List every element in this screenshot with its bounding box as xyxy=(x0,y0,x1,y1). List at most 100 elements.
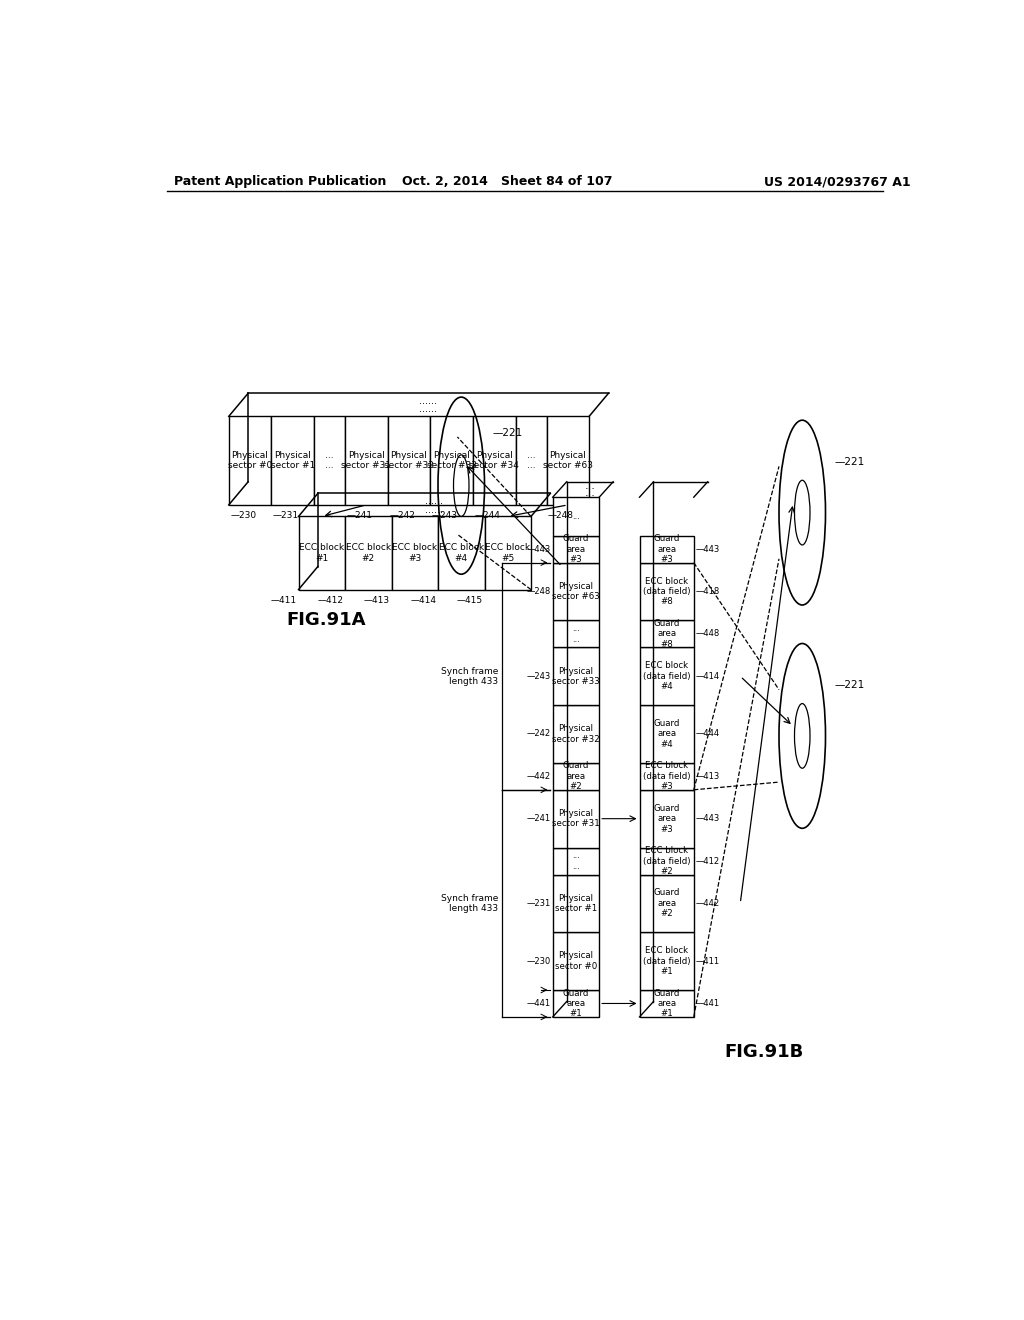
Bar xyxy=(640,536,693,562)
Text: —248: —248 xyxy=(526,587,550,597)
Text: Physical
sector #32: Physical sector #32 xyxy=(384,451,434,470)
Bar xyxy=(640,620,693,647)
Text: ECC block
#4: ECC block #4 xyxy=(438,544,483,562)
Text: Physical
sector #32: Physical sector #32 xyxy=(552,725,600,743)
Text: ...
...: ... ... xyxy=(326,451,334,470)
Text: —412: —412 xyxy=(317,595,343,605)
Bar xyxy=(640,705,693,763)
Text: —411: —411 xyxy=(270,595,297,605)
Bar xyxy=(553,705,599,763)
Bar xyxy=(388,416,430,506)
Text: Guard
area
#4: Guard area #4 xyxy=(653,719,680,748)
Bar xyxy=(345,516,391,590)
Bar xyxy=(438,516,484,590)
Text: ECC block
(data field)
#4: ECC block (data field) #4 xyxy=(643,661,690,692)
Bar xyxy=(640,647,693,705)
Text: —248: —248 xyxy=(548,511,574,520)
Text: Physical
sector #34: Physical sector #34 xyxy=(469,451,519,470)
Bar xyxy=(271,416,314,506)
Bar xyxy=(553,932,599,990)
Text: Physical
sector #31: Physical sector #31 xyxy=(341,451,391,470)
Text: ...
...: ... ... xyxy=(526,451,536,470)
Bar xyxy=(515,416,547,506)
Bar xyxy=(553,847,599,875)
Text: —443: —443 xyxy=(696,814,720,824)
Bar xyxy=(640,847,693,875)
Bar xyxy=(640,789,693,847)
Text: Physical
sector #63: Physical sector #63 xyxy=(543,451,593,470)
Bar xyxy=(553,789,599,847)
Text: Guard
area
#1: Guard area #1 xyxy=(563,989,589,1018)
Text: —415: —415 xyxy=(457,595,483,605)
Text: ...: ... xyxy=(585,487,595,498)
Text: Physical
sector #1: Physical sector #1 xyxy=(555,894,597,913)
Bar xyxy=(640,763,693,789)
Bar xyxy=(640,932,693,990)
Text: ...: ... xyxy=(585,482,595,491)
Text: —411: —411 xyxy=(696,957,720,966)
Text: —412: —412 xyxy=(696,857,720,866)
Bar xyxy=(553,990,599,1016)
Bar xyxy=(391,516,438,590)
Text: —443: —443 xyxy=(696,545,720,553)
Text: FIG.91A: FIG.91A xyxy=(286,611,366,630)
Text: —443: —443 xyxy=(526,545,550,553)
Text: —241: —241 xyxy=(346,511,373,520)
Text: —231: —231 xyxy=(526,899,550,908)
Text: —231: —231 xyxy=(273,511,299,520)
Text: —414: —414 xyxy=(696,672,720,681)
Bar xyxy=(473,416,515,506)
Text: ECC block
(data field)
#3: ECC block (data field) #3 xyxy=(643,762,690,791)
Text: ECC block
#2: ECC block #2 xyxy=(346,544,391,562)
Text: ECC block
(data field)
#2: ECC block (data field) #2 xyxy=(643,846,690,876)
Bar xyxy=(640,562,693,620)
Text: —221: —221 xyxy=(835,457,865,467)
Text: Physical
sector #1: Physical sector #1 xyxy=(270,451,314,470)
Text: ...: ... xyxy=(572,512,580,521)
Text: —242: —242 xyxy=(389,511,415,520)
Text: ...
...: ... ... xyxy=(572,624,580,644)
Text: ECC block
#1: ECC block #1 xyxy=(299,544,344,562)
Text: Oct. 2, 2014   Sheet 84 of 107: Oct. 2, 2014 Sheet 84 of 107 xyxy=(402,176,613,187)
Text: —413: —413 xyxy=(364,595,390,605)
Text: Guard
area
#1: Guard area #1 xyxy=(653,989,680,1018)
Bar xyxy=(640,874,693,932)
Text: ECC block
(data field)
#8: ECC block (data field) #8 xyxy=(643,577,690,606)
Text: ECC block
#3: ECC block #3 xyxy=(392,544,437,562)
Text: —244: —244 xyxy=(474,511,501,520)
Bar xyxy=(345,416,388,506)
Text: US 2014/0293767 A1: US 2014/0293767 A1 xyxy=(764,176,910,187)
Text: —441: —441 xyxy=(526,999,550,1008)
Text: ...
...: ... ... xyxy=(572,851,580,871)
Text: —221: —221 xyxy=(835,680,865,690)
Text: —230: —230 xyxy=(230,511,256,520)
Bar xyxy=(553,874,599,932)
Text: Guard
area
#3: Guard area #3 xyxy=(563,535,589,564)
Text: Guard
area
#8: Guard area #8 xyxy=(653,619,680,648)
Text: —230: —230 xyxy=(526,957,550,966)
Text: ......: ...... xyxy=(425,496,443,507)
Text: —243: —243 xyxy=(526,672,550,681)
Text: —442: —442 xyxy=(696,899,720,908)
Bar xyxy=(547,416,589,506)
Text: Guard
area
#3: Guard area #3 xyxy=(653,535,680,564)
Text: Synch frame
length 433: Synch frame length 433 xyxy=(441,667,499,686)
Text: —418: —418 xyxy=(696,587,720,597)
Bar xyxy=(314,416,345,506)
Text: —414: —414 xyxy=(411,595,436,605)
Bar xyxy=(299,516,345,590)
Bar xyxy=(228,416,271,506)
Text: Synch frame
length 433: Synch frame length 433 xyxy=(441,894,499,913)
Bar xyxy=(553,620,599,647)
Bar xyxy=(553,498,599,536)
Text: —444: —444 xyxy=(696,730,720,738)
Text: Physical
sector #33: Physical sector #33 xyxy=(427,451,476,470)
Text: —448: —448 xyxy=(696,630,720,639)
Text: Physical
sector #0: Physical sector #0 xyxy=(228,451,272,470)
Text: Guard
area
#3: Guard area #3 xyxy=(653,804,680,833)
Bar xyxy=(553,647,599,705)
Text: ......: ...... xyxy=(419,404,437,414)
Bar xyxy=(553,562,599,620)
Text: Guard
area
#2: Guard area #2 xyxy=(653,888,680,919)
Text: —441: —441 xyxy=(696,999,720,1008)
